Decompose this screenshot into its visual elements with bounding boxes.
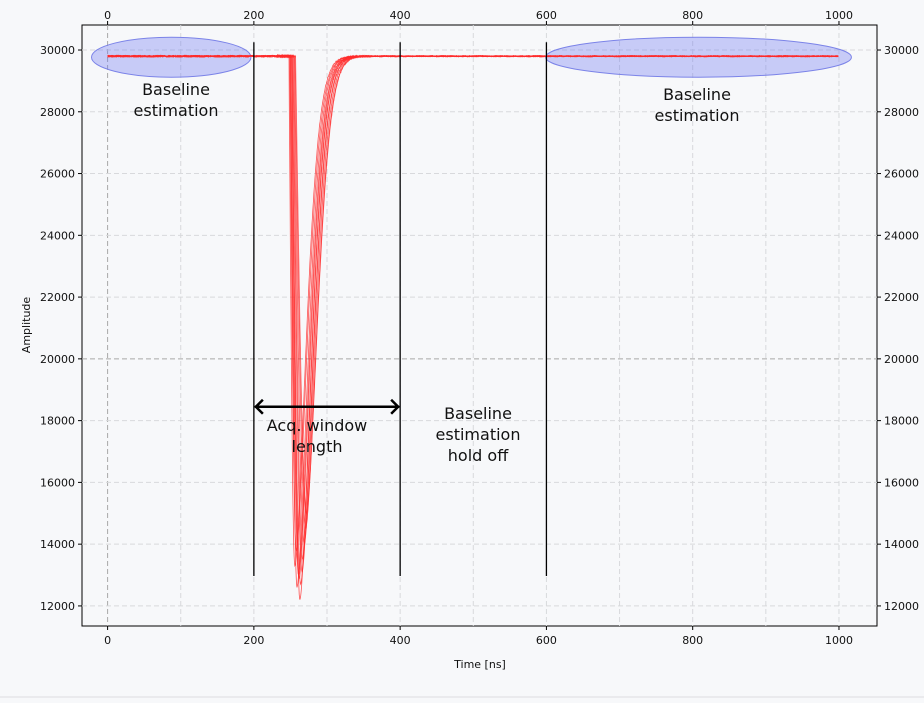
- pulse-trace: [107, 54, 839, 515]
- y-tick-label: 26000: [40, 168, 75, 181]
- y-tick-label: 28000: [40, 106, 75, 119]
- x-tick-label-top: 600: [536, 9, 557, 22]
- x-tick-label-top: 0: [104, 9, 111, 22]
- holdoff-label: estimation: [436, 425, 521, 444]
- y-axis-label: Amplitude: [20, 297, 33, 354]
- acq-window-label: length: [292, 437, 343, 456]
- y-tick-label-right: 14000: [884, 538, 919, 551]
- y-tick-label: 30000: [40, 44, 75, 57]
- y-tick-label-right: 28000: [884, 106, 919, 119]
- y-tick-label-right: 18000: [884, 415, 919, 428]
- x-tick-label: 600: [536, 634, 557, 647]
- x-tick-label-top: 200: [243, 9, 264, 22]
- x-tick-label: 0: [104, 634, 111, 647]
- x-tick-label: 400: [390, 634, 411, 647]
- x-tick-label-top: 1000: [825, 9, 853, 22]
- y-tick-label: 14000: [40, 538, 75, 551]
- x-axis-label: Time [ns]: [453, 658, 506, 671]
- baseline-left-label: estimation: [134, 101, 219, 120]
- y-tick-label: 12000: [40, 600, 75, 613]
- x-tick-label-top: 800: [682, 9, 703, 22]
- x-tick-label: 200: [243, 634, 264, 647]
- plot-area: [81, 24, 878, 627]
- y-tick-label-right: 16000: [884, 476, 919, 489]
- y-tick-label-right: 12000: [884, 600, 919, 613]
- baseline-left-label: Baseline: [142, 80, 210, 99]
- holdoff-label: hold off: [448, 446, 509, 465]
- x-tick-label-top: 400: [390, 9, 411, 22]
- baseline-right-label: estimation: [655, 106, 740, 125]
- acq-window-label: Acq. window: [267, 416, 368, 435]
- y-tick-label-right: 22000: [884, 291, 919, 304]
- y-tick-label: 16000: [40, 476, 75, 489]
- holdoff-label: Baseline: [444, 404, 512, 423]
- baseline-right-ellipse: [545, 36, 852, 78]
- y-tick-label-right: 30000: [884, 44, 919, 57]
- y-tick-label: 20000: [40, 353, 75, 366]
- arrow-head-right: [390, 398, 400, 415]
- y-tick-label: 22000: [40, 291, 75, 304]
- y-tick-label-right: 24000: [884, 229, 919, 242]
- y-tick-label-right: 20000: [884, 353, 919, 366]
- y-tick-label-right: 26000: [884, 168, 919, 181]
- y-tick-label: 24000: [40, 229, 75, 242]
- arrow-head-left: [254, 398, 264, 415]
- baseline-right-label: Baseline: [663, 85, 731, 104]
- y-tick-label: 18000: [40, 415, 75, 428]
- x-tick-label: 800: [682, 634, 703, 647]
- x-tick-label: 1000: [825, 634, 853, 647]
